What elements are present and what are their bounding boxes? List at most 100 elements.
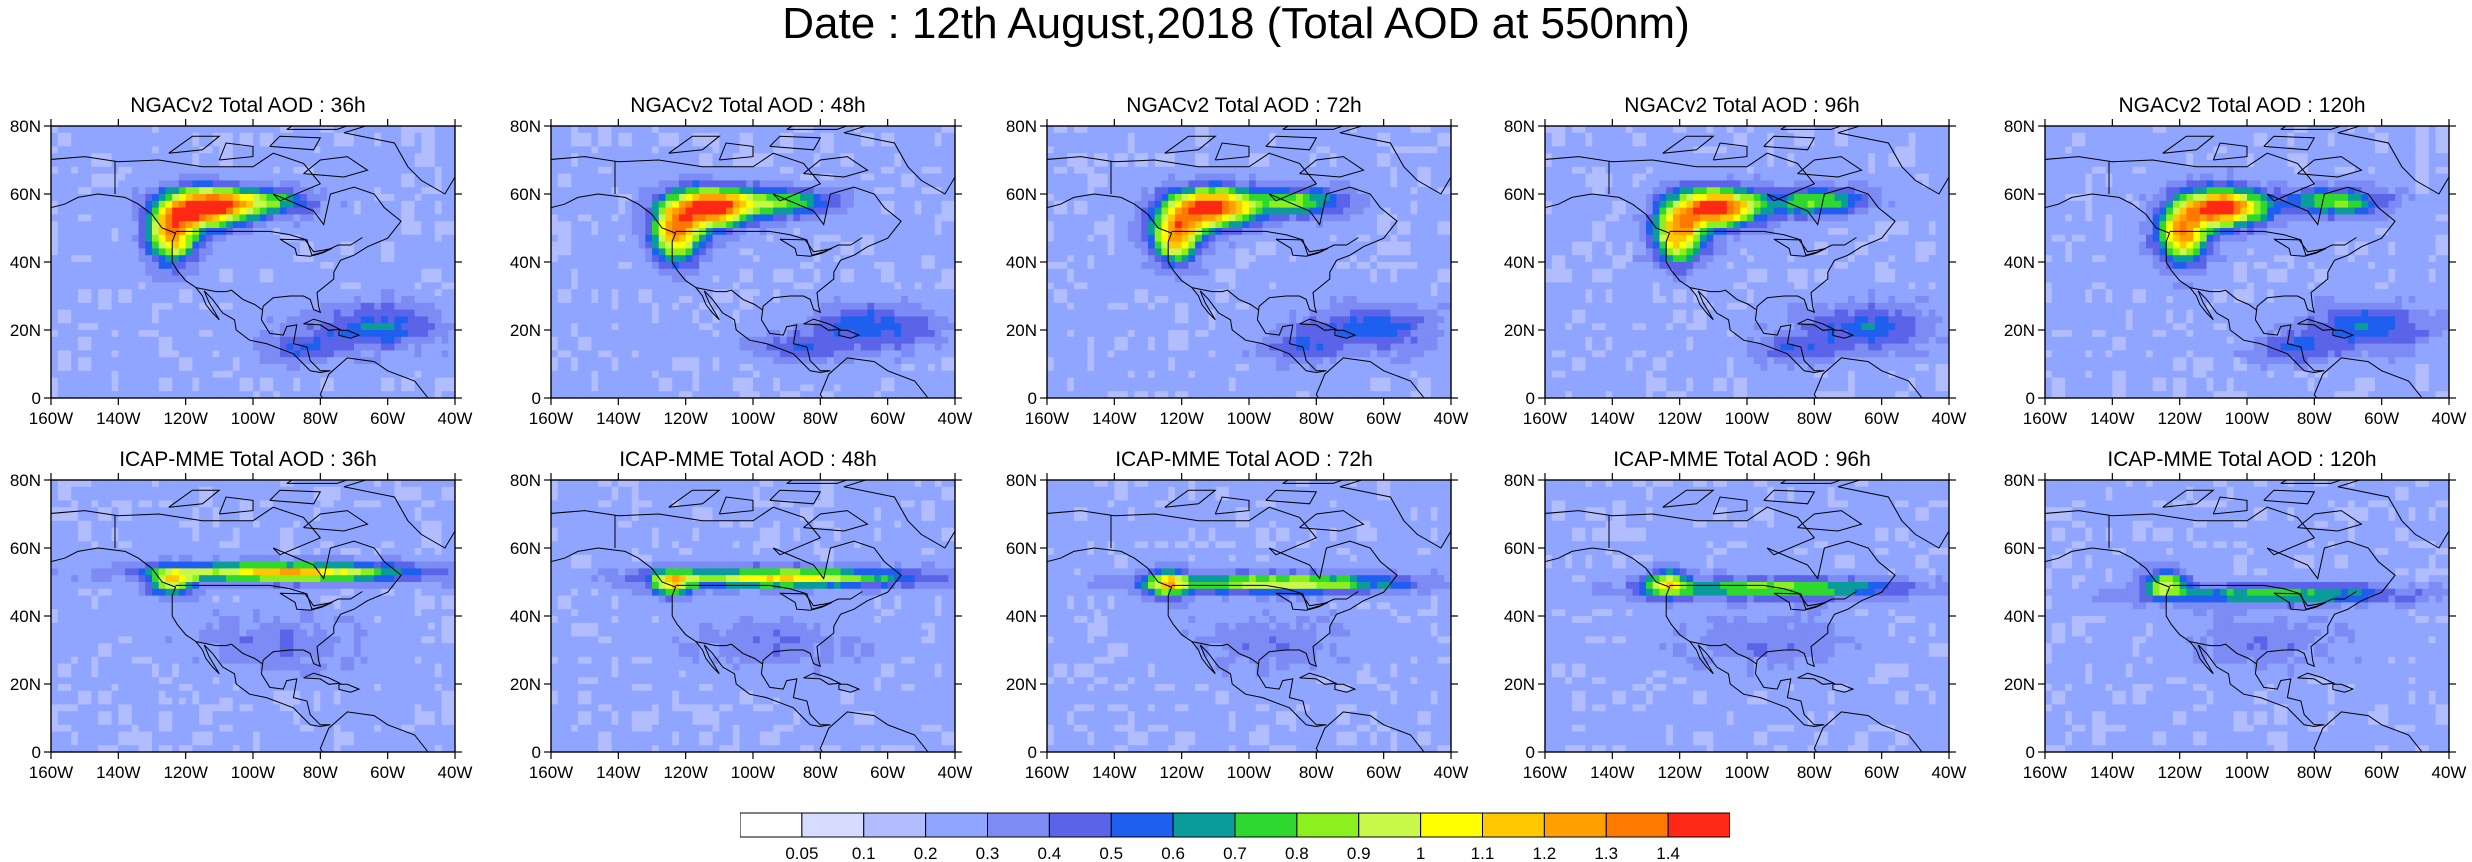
panel-title: NGACv2 Total AOD : 48h: [543, 94, 953, 118]
lat-tick-label: 80N: [510, 117, 541, 136]
lon-tick-label: 120W: [2157, 409, 2201, 428]
colorbar-swatch: [1234, 812, 1298, 838]
colorbar-swatch: [1420, 812, 1484, 838]
lat-tick-label: 60N: [10, 539, 41, 558]
lon-tick-label: 120W: [163, 409, 207, 428]
icap-panel-4: ICAP-MME Total AOD : 120h 80N 60N 40N 20N 0 16…: [1997, 444, 2467, 782]
lat-tick-label: 60N: [10, 185, 41, 204]
panel-title: ICAP-MME Total AOD : 36h: [43, 448, 453, 472]
lat-tick-label: 60N: [510, 539, 541, 558]
lon-tick-label: 140W: [1092, 763, 1136, 782]
colorbar-label: 1.1: [1471, 844, 1495, 862]
lat-tick-label: 0: [32, 743, 41, 762]
lon-tick-label: 120W: [2157, 763, 2201, 782]
lon-tick-label: 100W: [731, 763, 775, 782]
lon-tick-label: 160W: [29, 763, 73, 782]
lon-tick-label: 80W: [1797, 763, 1832, 782]
lon-tick-label: 40W: [438, 409, 473, 428]
lat-tick-label: 60N: [1006, 539, 1037, 558]
colorbar-swatch: [1543, 812, 1607, 838]
lon-tick-label: 160W: [1523, 763, 1567, 782]
lon-tick-label: 100W: [2225, 409, 2269, 428]
lat-tick-label: 40N: [510, 253, 541, 272]
lon-tick-label: 80W: [2297, 763, 2332, 782]
colorbar-label: 0.2: [914, 844, 938, 862]
lat-tick-label: 20N: [1504, 321, 1535, 340]
lon-tick-label: 100W: [731, 409, 775, 428]
colorbar-swatch: [1605, 812, 1669, 838]
lon-tick-label: 160W: [2023, 763, 2067, 782]
colorbar-swatch: [863, 812, 927, 838]
lon-tick-label: 120W: [663, 409, 707, 428]
colorbar-swatch: [1482, 812, 1545, 838]
lon-tick-label: 40W: [2432, 409, 2467, 428]
lat-tick-label: 20N: [10, 675, 41, 694]
lon-tick-label: 100W: [1725, 409, 1769, 428]
lon-tick-label: 60W: [370, 763, 405, 782]
lat-tick-label: 0: [532, 389, 541, 408]
panel-title: ICAP-MME Total AOD : 120h: [2037, 448, 2447, 472]
colorbar-label: 0.05: [785, 844, 818, 862]
colorbar-label: 1: [1416, 844, 1425, 862]
lon-tick-label: 140W: [596, 409, 640, 428]
lon-tick-label: 140W: [1590, 409, 1634, 428]
ngac-panel-2: NGACv2 Total AOD : 72h 80N 60N 40N 20N 0 160W 1…: [999, 90, 1469, 428]
colorbar-swatch: [801, 812, 865, 838]
colorbar-label: 0.8: [1285, 844, 1309, 862]
colorbar-label: 0.7: [1223, 844, 1247, 862]
lat-tick-label: 0: [2026, 389, 2035, 408]
panel-title: NGACv2 Total AOD : 72h: [1039, 94, 1449, 118]
lat-tick-label: 80N: [1006, 117, 1037, 136]
lon-tick-label: 160W: [529, 763, 573, 782]
colorbar-swatch: [987, 812, 1050, 838]
colorbar-swatch: [1110, 812, 1174, 838]
lon-tick-label: 140W: [96, 409, 140, 428]
lat-tick-label: 20N: [1006, 321, 1037, 340]
panel-title: ICAP-MME Total AOD : 96h: [1537, 448, 1947, 472]
lat-tick-label: 40N: [2004, 253, 2035, 272]
colorbar-label: 1.4: [1656, 844, 1680, 862]
lat-tick-label: 60N: [1504, 539, 1535, 558]
lat-tick-label: 0: [532, 743, 541, 762]
lat-tick-label: 60N: [1006, 185, 1037, 204]
lon-tick-label: 60W: [2364, 763, 2399, 782]
lat-tick-label: 0: [1526, 743, 1535, 762]
lat-tick-label: 40N: [1006, 253, 1037, 272]
lon-tick-label: 100W: [231, 409, 275, 428]
lat-tick-label: 0: [1028, 743, 1037, 762]
lon-tick-label: 40W: [1434, 763, 1469, 782]
panel-title: NGACv2 Total AOD : 96h: [1537, 94, 1947, 118]
lat-tick-label: 40N: [10, 253, 41, 272]
lat-tick-label: 60N: [510, 185, 541, 204]
lon-tick-label: 80W: [303, 763, 338, 782]
colorbar-swatch: [1296, 812, 1360, 838]
lon-tick-label: 140W: [2090, 409, 2134, 428]
colorbar-label: 0.9: [1347, 844, 1371, 862]
lat-tick-label: 40N: [10, 607, 41, 626]
lon-tick-label: 40W: [1434, 409, 1469, 428]
lon-tick-label: 100W: [1725, 763, 1769, 782]
colorbar-swatch: [925, 812, 989, 838]
lon-tick-label: 80W: [1797, 409, 1832, 428]
panel-title: NGACv2 Total AOD : 120h: [2037, 94, 2447, 118]
lon-tick-label: 100W: [1227, 763, 1271, 782]
icap-panel-0: ICAP-MME Total AOD : 36h 80N 60N 40N 20N 0 160…: [3, 444, 473, 782]
lon-tick-label: 160W: [1523, 409, 1567, 428]
lon-tick-label: 40W: [2432, 763, 2467, 782]
ngac-panel-0: NGACv2 Total AOD : 36h 80N 60N 40N 20N 0 160W 1…: [3, 90, 473, 428]
lon-tick-label: 60W: [870, 409, 905, 428]
lat-tick-label: 20N: [1504, 675, 1535, 694]
icap-panel-1: ICAP-MME Total AOD : 48h 80N 60N 40N 20N 0 160…: [503, 444, 973, 782]
colorbar-label: 0.6: [1161, 844, 1185, 862]
lon-tick-label: 60W: [2364, 409, 2399, 428]
lon-tick-label: 80W: [303, 409, 338, 428]
colorbar-label: 0.4: [1038, 844, 1062, 862]
lat-tick-label: 80N: [2004, 471, 2035, 490]
lon-tick-label: 160W: [529, 409, 573, 428]
